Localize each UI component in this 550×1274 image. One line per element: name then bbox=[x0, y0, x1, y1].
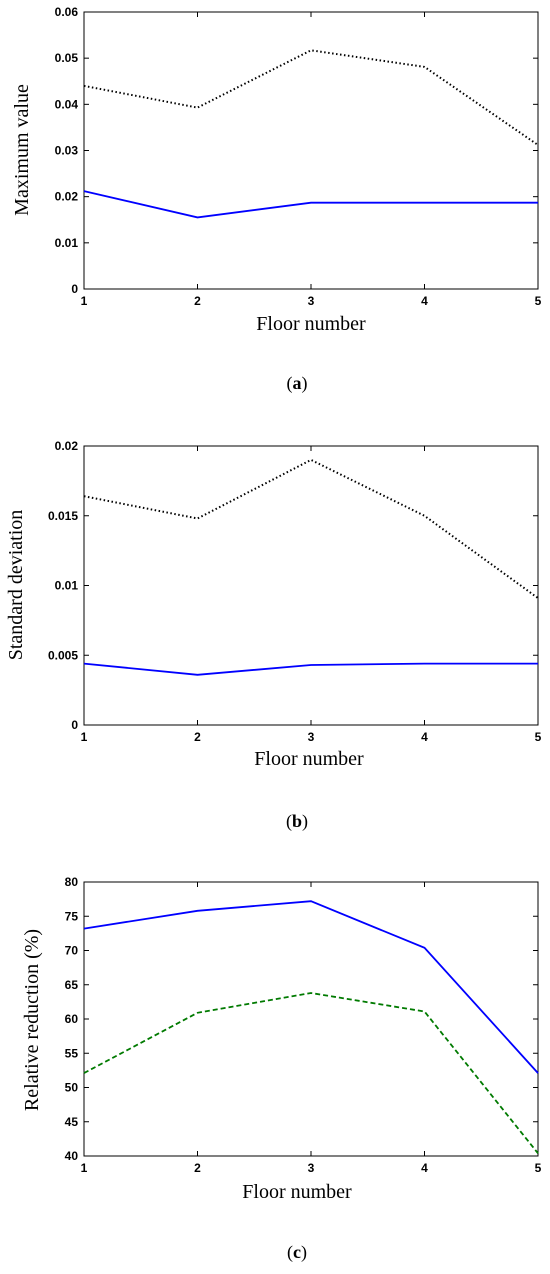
series-line-c-2 bbox=[83, 992, 539, 1154]
plot-area-c bbox=[83, 881, 539, 1157]
caption-a: (a) bbox=[287, 373, 308, 394]
y-tick-label-b-3: 0.015 bbox=[48, 509, 78, 523]
x-tick-label-b-2: 3 bbox=[308, 730, 315, 744]
x-tick-label-b-1: 2 bbox=[194, 730, 201, 744]
series-line-b-2 bbox=[83, 662, 538, 676]
y-tick-label-a-1: 0.01 bbox=[55, 236, 79, 250]
x-tick-label-c-3: 4 bbox=[421, 1161, 428, 1175]
y-tick-label-b-2: 0.01 bbox=[55, 579, 79, 593]
x-tick-label-b-3: 4 bbox=[421, 730, 428, 744]
y-tick-label-c-3: 55 bbox=[65, 1046, 79, 1060]
y-axis-label-b: Standard deviation bbox=[5, 510, 27, 661]
y-tick-label-c-4: 60 bbox=[65, 1012, 79, 1026]
caption-c: (c) bbox=[287, 1242, 307, 1263]
y-tick-label-c-8: 80 bbox=[65, 875, 79, 889]
series-line-c-1 bbox=[83, 900, 539, 1074]
x-axis-label-a: Floor number bbox=[256, 313, 366, 335]
y-tick-label-c-1: 45 bbox=[65, 1115, 79, 1129]
plot-area-a bbox=[83, 11, 539, 290]
x-tick-label-b-0: 1 bbox=[81, 730, 88, 744]
x-tick-label-c-2: 3 bbox=[308, 1161, 315, 1175]
x-tick-label-a-2: 3 bbox=[308, 294, 315, 308]
y-tick-label-c-5: 65 bbox=[65, 978, 79, 992]
x-tick-label-c-1: 2 bbox=[194, 1161, 201, 1175]
x-tick-label-c-4: 5 bbox=[535, 1161, 542, 1175]
caption-letter-c: c bbox=[293, 1242, 301, 1262]
series-line-a-1 bbox=[83, 49, 539, 146]
x-tick-label-c-0: 1 bbox=[81, 1161, 88, 1175]
x-tick-label-a-0: 1 bbox=[81, 294, 88, 308]
y-tick-label-a-5: 0.05 bbox=[55, 51, 79, 65]
plot-area-b bbox=[83, 445, 539, 726]
x-tick-label-a-4: 5 bbox=[535, 294, 542, 308]
x-tick-label-b-4: 5 bbox=[535, 730, 542, 744]
x-tick-label-a-1: 2 bbox=[194, 294, 201, 308]
x-axis-label-b: Floor number bbox=[254, 748, 364, 770]
y-axis-label-a: Maximum value bbox=[11, 84, 33, 216]
y-tick-label-b-4: 0.02 bbox=[55, 439, 79, 453]
x-axis-label-c: Floor number bbox=[242, 1181, 352, 1203]
y-tick-label-a-3: 0.03 bbox=[55, 144, 79, 158]
y-tick-label-a-6: 0.06 bbox=[55, 5, 79, 19]
y-tick-label-a-0: 0 bbox=[71, 282, 78, 296]
y-tick-label-c-7: 75 bbox=[65, 909, 79, 923]
y-tick-label-b-0: 0 bbox=[71, 718, 78, 732]
y-tick-label-c-2: 50 bbox=[65, 1081, 79, 1095]
caption-letter-b: b bbox=[292, 811, 302, 831]
chart-panel-a: 0 0.01 0.02 0.03 0.04 0.05 0.06 1 2 3 4 5 Floor num… bbox=[11, 5, 542, 394]
y-tick-label-c-0: 40 bbox=[65, 1149, 79, 1163]
y-tick-label-a-2: 0.02 bbox=[55, 190, 79, 204]
y-axis-label-c: Relative reduction (%) bbox=[21, 929, 43, 1111]
chart-marks-b: 0 0.005 0.01 0.015 0.02 1 2 3 4 5 bbox=[48, 439, 542, 744]
chart-marks-a: 0 0.01 0.02 0.03 0.04 0.05 0.06 1 2 3 4 5 bbox=[55, 5, 542, 308]
chart-panel-b: 0 0.005 0.01 0.015 0.02 1 2 3 4 5 Floor number St… bbox=[5, 439, 542, 832]
caption-letter-a: a bbox=[293, 373, 302, 393]
y-tick-label-b-1: 0.005 bbox=[48, 648, 78, 662]
y-tick-label-a-4: 0.04 bbox=[55, 97, 79, 111]
series-line-b-1 bbox=[83, 458, 539, 599]
x-tick-label-a-3: 4 bbox=[421, 294, 428, 308]
y-tick-label-c-6: 70 bbox=[65, 944, 79, 958]
series-line-a-2 bbox=[83, 190, 538, 219]
caption-b: (b) bbox=[286, 811, 308, 832]
